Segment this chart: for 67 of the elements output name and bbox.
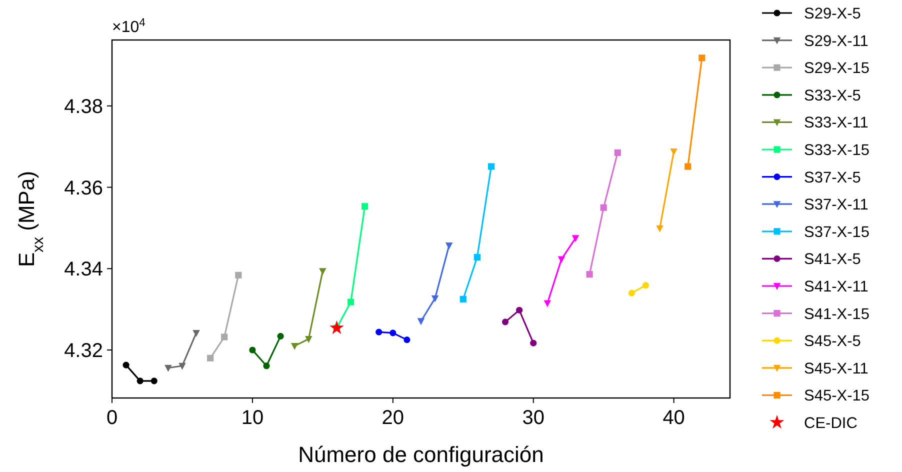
- point: [417, 318, 425, 326]
- point: [290, 342, 298, 350]
- point: [628, 290, 635, 296]
- point: [558, 256, 566, 264]
- point: [474, 254, 480, 261]
- legend-label: S45-X-11: [804, 360, 868, 378]
- point: [488, 163, 495, 170]
- legend-label: S41-X-5: [804, 251, 861, 268]
- point: [614, 149, 621, 156]
- x-tick-label: 40: [662, 407, 685, 429]
- point: [263, 362, 270, 370]
- legend-label: S37-X-15: [804, 224, 870, 241]
- point: [150, 378, 158, 384]
- x-axis-title: Número de configuración: [298, 442, 544, 467]
- legend-label: S29-X-15: [804, 60, 870, 78]
- legend-label: S33-X-15: [804, 142, 870, 159]
- point: [516, 306, 523, 314]
- legend-label: S37-X-11: [804, 196, 868, 214]
- x-tick-label: 30: [522, 407, 544, 429]
- x-tick-label: 0: [106, 407, 118, 429]
- point: [502, 318, 509, 326]
- y-tick-label: 4.38: [64, 96, 103, 118]
- legend-label: CE-DIC: [804, 415, 858, 432]
- legend-label: S29-X-5: [804, 6, 861, 22]
- point: [192, 330, 200, 337]
- y-tick-label: 4.36: [64, 177, 103, 200]
- y-tick-label: 4.34: [64, 258, 103, 281]
- legend-label: S41-X-11: [804, 278, 868, 296]
- legend-label: S33-X-11: [804, 114, 868, 132]
- point: [684, 163, 692, 170]
- legend-label: S33-X-5: [804, 87, 861, 104]
- point: [642, 282, 650, 289]
- point: [445, 242, 453, 250]
- point: [586, 271, 593, 278]
- point: [404, 336, 410, 344]
- point: [376, 328, 382, 336]
- point: [178, 362, 186, 370]
- point: [305, 336, 312, 343]
- point: [390, 330, 396, 336]
- legend-label: S41-X-15: [804, 306, 870, 323]
- point: [207, 354, 214, 362]
- legend-label: S45-X-5: [804, 333, 861, 350]
- legend-label: S37-X-5: [804, 169, 861, 186]
- point: [122, 362, 130, 368]
- point: [319, 268, 326, 276]
- point: [431, 295, 439, 302]
- point: [544, 300, 552, 308]
- point: [347, 298, 354, 306]
- point: [698, 54, 706, 62]
- point: [572, 235, 580, 242]
- text: ×10$^{4}$: [112, 17, 146, 36]
- legend-label: S45-X-15: [804, 388, 870, 405]
- point: [362, 203, 368, 210]
- x-tick-label: 20: [382, 407, 404, 429]
- point: [330, 320, 344, 334]
- point: [235, 272, 242, 278]
- point: [136, 378, 144, 384]
- point: [600, 204, 607, 211]
- point: [164, 364, 172, 372]
- point: [249, 346, 256, 354]
- point: [460, 296, 466, 302]
- x-tick-label: 10: [241, 407, 264, 429]
- point: [277, 332, 284, 340]
- legend-label: S29-X-11: [804, 32, 868, 50]
- point: [530, 340, 537, 346]
- point: [221, 334, 228, 340]
- y-tick-label: 4.32: [64, 340, 103, 362]
